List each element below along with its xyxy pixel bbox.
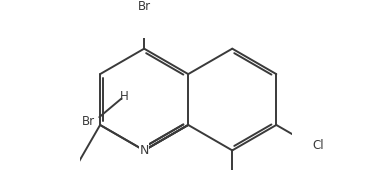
Text: Br: Br (81, 115, 94, 128)
Text: H: H (120, 90, 129, 103)
Text: Cl: Cl (312, 139, 324, 152)
Text: Br: Br (138, 1, 151, 14)
Text: N: N (140, 144, 149, 157)
